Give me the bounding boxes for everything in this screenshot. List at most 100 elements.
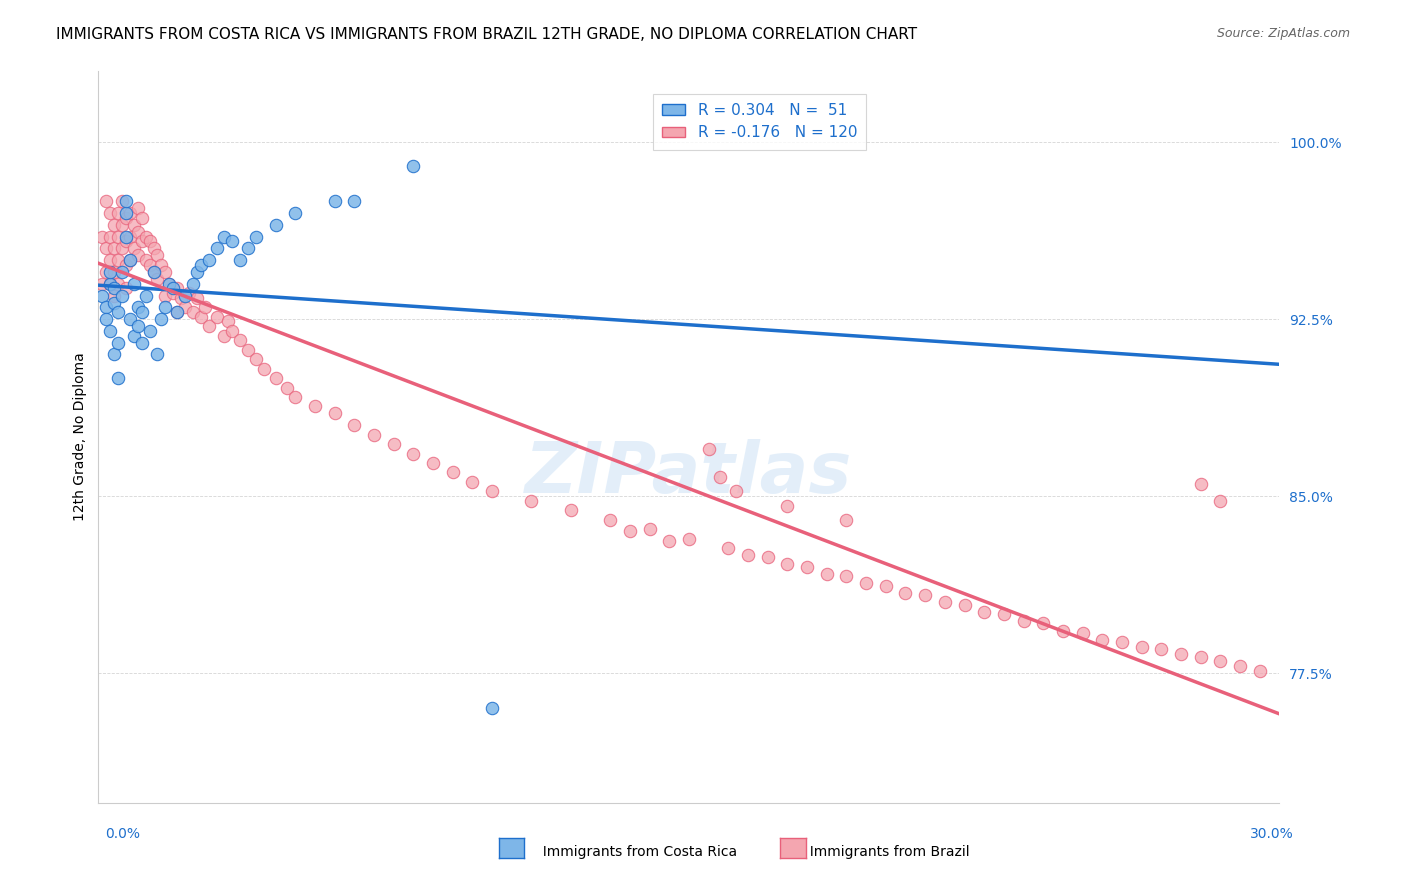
Point (118, 253, 141, 268)
Point (98, 229, 121, 244)
Point (284, 206, 307, 220)
Point (98, 265, 121, 279)
Point (166, 281, 188, 295)
Point (1150, 642, 1173, 657)
Point (115, 206, 138, 220)
Text: Source: ZipAtlas.com: Source: ZipAtlas.com (1216, 27, 1350, 40)
Point (96, 265, 118, 279)
Point (737, 548, 759, 562)
Point (461, 475, 484, 489)
Point (717, 541, 740, 555)
Point (1071, 626, 1094, 640)
Point (111, 265, 134, 279)
Point (520, 493, 543, 508)
Point (131, 234, 153, 248)
Point (402, 159, 425, 173)
Point (678, 532, 700, 546)
Point (107, 305, 129, 319)
Point (776, 499, 799, 513)
Text: IMMIGRANTS FROM COSTA RICA VS IMMIGRANTS FROM BRAZIL 12TH GRADE, NO DIPLOMA CORR: IMMIGRANTS FROM COSTA RICA VS IMMIGRANTS… (56, 27, 917, 42)
Point (91, 288, 114, 302)
Point (1209, 654, 1232, 668)
Point (103, 281, 125, 295)
Point (115, 229, 138, 244)
Point (304, 400, 326, 414)
Point (91, 229, 114, 244)
Point (973, 605, 995, 619)
Point (599, 513, 621, 527)
Text: 0.0%: 0.0% (105, 828, 141, 841)
Point (96, 312, 118, 326)
Text: Immigrants from Brazil: Immigrants from Brazil (801, 845, 970, 859)
Point (118, 312, 141, 326)
Point (115, 211, 138, 225)
Point (166, 305, 188, 319)
Point (197, 319, 219, 334)
Point (103, 295, 125, 310)
Point (150, 258, 173, 272)
Point (166, 305, 188, 319)
Point (221, 234, 243, 248)
Legend: R = 0.304   N =  51, R = -0.176   N = 120: R = 0.304 N = 51, R = -0.176 N = 120 (654, 94, 866, 150)
Point (264, 371, 287, 385)
Point (111, 288, 134, 302)
Point (146, 248, 169, 262)
Point (343, 418, 366, 433)
Point (186, 265, 208, 279)
Point (186, 291, 208, 305)
Point (131, 305, 153, 319)
Point (658, 533, 681, 548)
Point (98, 277, 121, 291)
Point (155, 288, 177, 302)
Point (725, 484, 748, 499)
Point (135, 253, 157, 268)
Point (103, 347, 125, 361)
Point (245, 352, 267, 367)
Point (382, 437, 405, 451)
Point (835, 569, 858, 583)
Point (103, 265, 125, 279)
Point (1189, 477, 1212, 491)
Point (111, 194, 134, 208)
Point (1091, 632, 1114, 647)
Point (363, 427, 385, 442)
Point (107, 371, 129, 385)
Point (155, 301, 177, 315)
Point (138, 234, 160, 248)
Point (103, 218, 125, 232)
Point (131, 335, 153, 350)
Point (162, 286, 184, 301)
Point (236, 343, 259, 357)
Point (122, 328, 145, 343)
Point (107, 229, 129, 244)
Point (214, 229, 236, 244)
Point (855, 576, 877, 591)
Point (619, 524, 641, 539)
Point (1130, 640, 1153, 654)
Point (146, 347, 169, 361)
Point (245, 229, 267, 244)
Point (422, 456, 444, 470)
Point (115, 194, 138, 208)
Point (122, 218, 145, 232)
Point (197, 253, 219, 268)
Point (174, 301, 197, 315)
Point (181, 305, 204, 319)
Point (150, 312, 173, 326)
Point (894, 586, 917, 600)
Point (756, 550, 779, 565)
Point (1032, 616, 1054, 631)
Point (127, 319, 149, 334)
Point (1012, 614, 1035, 628)
Point (177, 286, 200, 301)
Text: Immigrants from Costa Rica: Immigrants from Costa Rica (534, 845, 737, 859)
Point (264, 218, 287, 232)
Y-axis label: 12th Grade, No Diploma: 12th Grade, No Diploma (73, 352, 87, 522)
Point (709, 470, 731, 484)
Point (1249, 664, 1271, 678)
Point (181, 277, 204, 291)
Point (96, 241, 118, 255)
Point (96, 194, 118, 208)
Text: 30.0%: 30.0% (1250, 828, 1294, 841)
Point (253, 361, 276, 376)
